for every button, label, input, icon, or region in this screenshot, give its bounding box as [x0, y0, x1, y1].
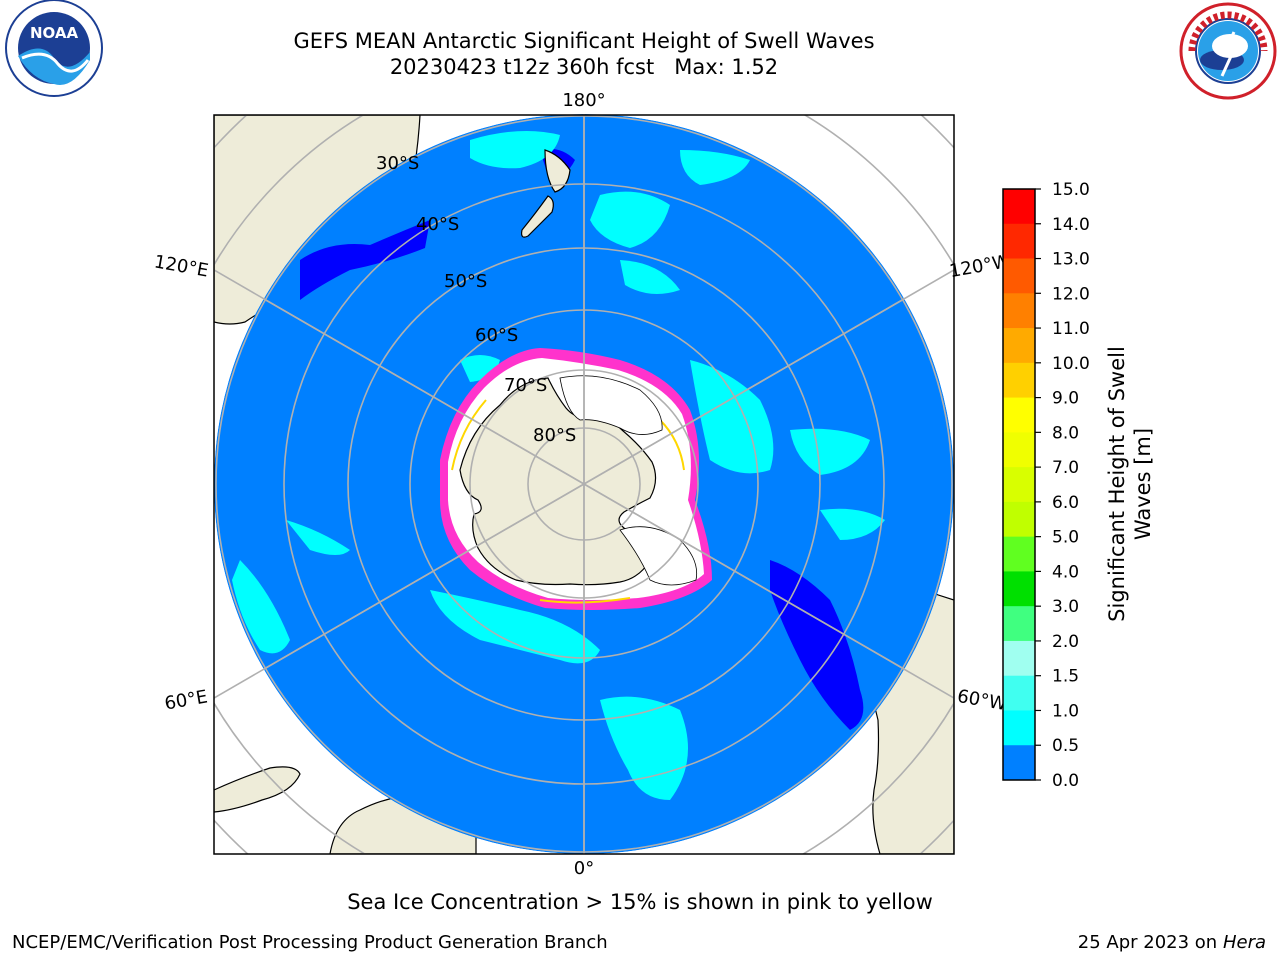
colorbar-segment [1003, 397, 1035, 433]
colorbar-tick-label: 13.0 [1052, 250, 1090, 270]
footer-date: 25 Apr 2023 on Hera [1078, 932, 1266, 953]
colorbar-tick-label: 8.0 [1052, 423, 1079, 443]
colorbar-segment [1003, 328, 1035, 364]
colorbar-segment [1003, 710, 1035, 746]
colorbar-title: Significant Height of Swell Waves [m] [1104, 334, 1156, 634]
ice-shelf [559, 375, 663, 435]
colorbar-tick-label: 15.0 [1052, 180, 1090, 200]
high-swell-patch [820, 508, 885, 540]
colorbar-segment [1003, 258, 1035, 294]
lon-label-120e: 120°E [152, 251, 210, 281]
lon-label-0: 0° [574, 858, 594, 879]
noaa-logo-text: NOAA [30, 24, 79, 42]
lon-label-180: 180° [562, 90, 605, 111]
lat-label-60s: 60°S [475, 325, 518, 346]
colorbar-segment [1003, 536, 1035, 572]
high-swell-patch [690, 360, 774, 474]
high-swell-patch [600, 696, 688, 800]
high-swell-patch [232, 560, 290, 654]
colorbar-title-line2: Waves [m] [1131, 427, 1155, 541]
nws-logo [1179, 2, 1277, 100]
colorbar-tick-label: 0.0 [1052, 771, 1079, 791]
colorbar-tick-label: 12.0 [1052, 284, 1090, 304]
colorbar-tick-label: 1.5 [1052, 667, 1079, 687]
high-swell-patch [430, 590, 600, 664]
colorbar-tick-label: 6.0 [1052, 493, 1079, 513]
colorbar-tick-label: 9.0 [1052, 389, 1079, 409]
sea-ice-yellow [451, 399, 487, 471]
colorbar-tick-label: 2.0 [1052, 632, 1079, 652]
high-swell-patch [790, 428, 870, 475]
sea-ice-yellow [659, 419, 685, 471]
high-swell-patch [470, 131, 560, 169]
colorbar-tick-label: 14.0 [1052, 215, 1090, 235]
lat-label-50s: 50°S [444, 271, 487, 292]
new-zealand-land [521, 195, 554, 238]
high-swell-patch [590, 191, 670, 248]
chart-title: GEFS MEAN Antarctic Significant Height o… [293, 29, 875, 53]
colorbar-tick-label: 0.5 [1052, 736, 1079, 756]
colorbar-segment [1003, 293, 1035, 329]
lon-label-60e: 60°E [163, 686, 209, 714]
map-frame [213, 114, 955, 855]
lon-label-60w: 60°W [956, 686, 1009, 715]
colorbar-segment [1003, 571, 1035, 607]
colorbar-segment [1003, 640, 1035, 677]
colorbar-segment [1003, 189, 1035, 225]
lat-label-80s: 80°S [533, 425, 576, 446]
footer-date-text: 25 Apr 2023 on [1077, 932, 1223, 953]
low-swell-patch [300, 220, 430, 300]
high-swell-patch [680, 150, 750, 185]
colorbar-segment [1003, 362, 1035, 399]
colorbar-segment [1003, 606, 1035, 642]
colorbar-tick-label: 5.0 [1052, 528, 1079, 548]
ice-shelf [619, 526, 698, 586]
colorbar-title-line1: Significant Height of Swell [1105, 346, 1129, 622]
colorbar-segment [1003, 501, 1035, 538]
colorbar-frame [1002, 188, 1036, 781]
lat-label-40s: 40°S [416, 214, 459, 235]
low-swell-patch [770, 560, 864, 730]
high-swell-patch [620, 260, 680, 294]
sea-ice-yellow [539, 597, 631, 604]
colorbar-segment [1003, 745, 1035, 781]
colorbar: 15.0 14.0 13.0 12.0 11.0 10.0 9.0 8.0 7.0 6.0 5.0 4… [1002, 180, 1090, 791]
high-swell-patch [286, 520, 350, 555]
colorbar-tick-label: 7.0 [1052, 458, 1079, 478]
footer-host: Hera [1222, 932, 1266, 953]
colorbar-tick-label: 4.0 [1052, 562, 1079, 582]
colorbar-tick-label: 11.0 [1052, 319, 1090, 339]
noaa-logo: NOAA [5, 0, 103, 97]
colorbar-segment [1003, 432, 1035, 468]
lat-label-70s: 70°S [504, 375, 547, 396]
colorbar-segment [1003, 675, 1035, 711]
colorbar-tick-label: 1.0 [1052, 701, 1079, 721]
sea-ice-caption: Sea Ice Concentration > 15% is shown in … [347, 890, 933, 914]
madagascar-land [214, 766, 301, 813]
lat-label-30s: 30°S [376, 153, 419, 174]
chart-subtitle: 20230423 t12z 360h fcst Max: 1.52 [389, 55, 779, 79]
colorbar-segment [1003, 467, 1035, 503]
colorbar-tick-label: 3.0 [1052, 597, 1079, 617]
footer-credit: NCEP/EMC/Verification Post Processing Pr… [12, 932, 608, 953]
colorbar-tick-label: 10.0 [1052, 354, 1090, 374]
colorbar-segment [1003, 223, 1035, 260]
